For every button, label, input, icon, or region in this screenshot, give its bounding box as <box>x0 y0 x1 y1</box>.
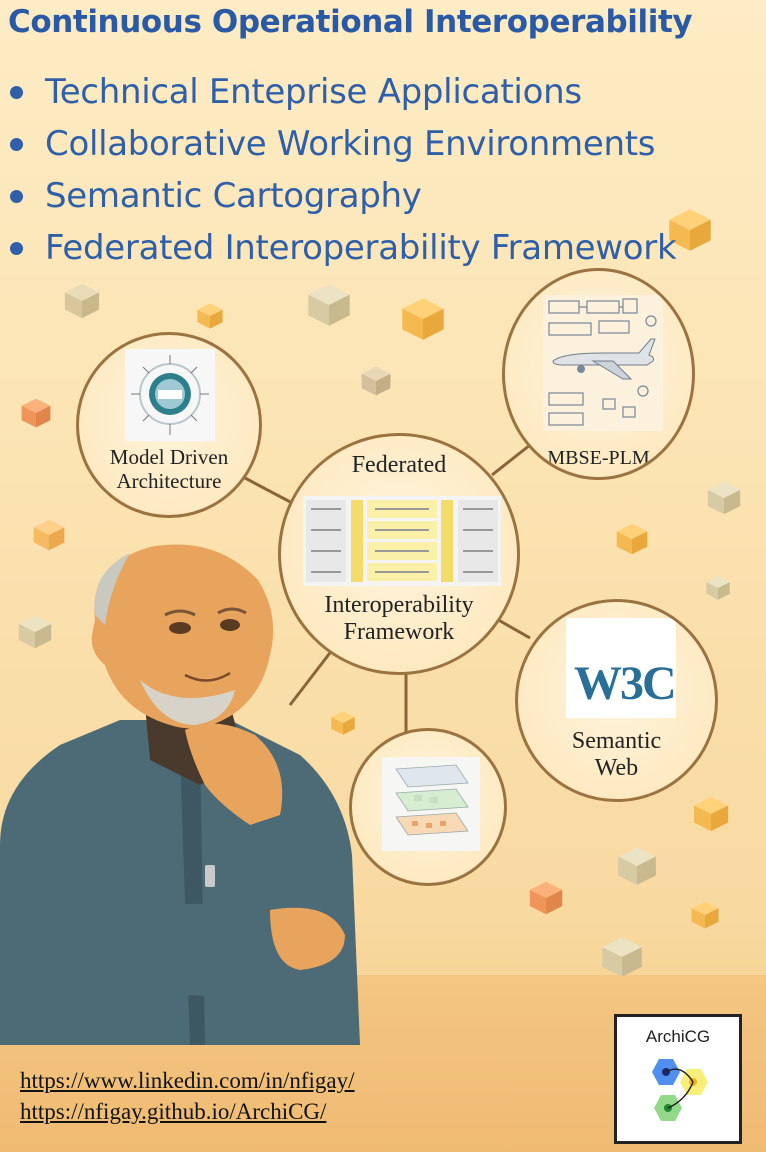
list-item-text: Collaborative Working Environments <box>45 124 656 164</box>
cube-icon <box>197 303 223 329</box>
mbse-label: MBSE-PLM <box>547 447 650 469</box>
cube-icon <box>331 711 355 735</box>
mda-node: Model Driven Architecture <box>76 332 262 518</box>
bullet-icon <box>10 85 23 99</box>
bullet-list: Technical Enteprise Applications Collabo… <box>10 66 677 274</box>
cube-icon <box>669 209 711 251</box>
cube-icon <box>308 284 350 326</box>
list-item-text: Federated Interoperability Framework <box>45 228 677 268</box>
cube-icon <box>706 576 730 600</box>
semantic-web-label: Semantic Web <box>518 728 715 782</box>
cube-icon <box>64 283 100 319</box>
cube-icon <box>361 366 391 396</box>
archicg-logo: ArchiCG <box>614 1014 742 1144</box>
semantic-web-label-line: Semantic <box>571 728 662 754</box>
cube-icon <box>693 796 729 832</box>
cube-icon <box>402 298 444 340</box>
page-title: Continuous Operational Interoperability <box>8 4 693 40</box>
cartography-layers-icon <box>382 757 480 851</box>
list-item: Collaborative Working Environments <box>10 118 676 170</box>
cube-icon <box>691 901 719 929</box>
bullet-icon <box>10 241 23 255</box>
hexagon-icon <box>652 1059 708 1121</box>
list-item: Federated Interoperability Framework <box>10 222 677 274</box>
person-illustration <box>0 544 360 1045</box>
w3c-logo-text: W3C <box>574 657 677 710</box>
federated-label-line: Framework <box>343 618 455 645</box>
federated-label-bottom: Interoperability Framework <box>281 592 517 646</box>
github-link[interactable]: https://nfigay.github.io/ArchiCG/ <box>20 1099 327 1124</box>
airplane-icon <box>543 295 663 431</box>
mda-label-line: Model Driven <box>109 445 229 469</box>
mda-diagram-icon <box>125 349 215 441</box>
cube-icon <box>616 523 648 555</box>
list-item: Semantic Cartography <box>10 170 676 222</box>
semantic-web-label-line: Web <box>594 754 639 781</box>
list-item: Technical Enteprise Applications <box>10 66 676 118</box>
mda-label: Model Driven Architecture <box>79 445 259 493</box>
federated-label-top: Federated <box>351 452 447 478</box>
federated-node: Federated Interoperability Framework <box>278 433 520 675</box>
cube-icon <box>529 881 563 915</box>
link-list: https://www.linkedin.com/in/nfigay/ http… <box>20 1065 355 1127</box>
federated-label-line: Interoperability <box>324 592 474 618</box>
framework-diagram-icon <box>303 496 501 586</box>
mbse-node: MBSE-PLM <box>502 268 695 480</box>
cartography-node <box>349 728 507 886</box>
bullet-icon <box>10 137 23 151</box>
cube-icon <box>33 519 65 551</box>
cube-icon <box>18 615 52 649</box>
cube-icon <box>602 937 642 977</box>
list-item-text: Technical Enteprise Applications <box>45 72 582 112</box>
bullet-icon <box>10 189 23 203</box>
cube-icon <box>21 398 51 428</box>
cube-icon <box>707 481 741 515</box>
logo-text: ArchiCG <box>645 1027 711 1046</box>
semantic-web-node: W3C Semantic Web <box>515 599 718 802</box>
mda-label-line: Architecture <box>116 468 222 493</box>
cube-icon <box>618 847 656 885</box>
list-item-text: Semantic Cartography <box>45 176 422 216</box>
w3c-logo: W3C <box>566 618 677 718</box>
linkedin-link[interactable]: https://www.linkedin.com/in/nfigay/ <box>20 1068 355 1093</box>
